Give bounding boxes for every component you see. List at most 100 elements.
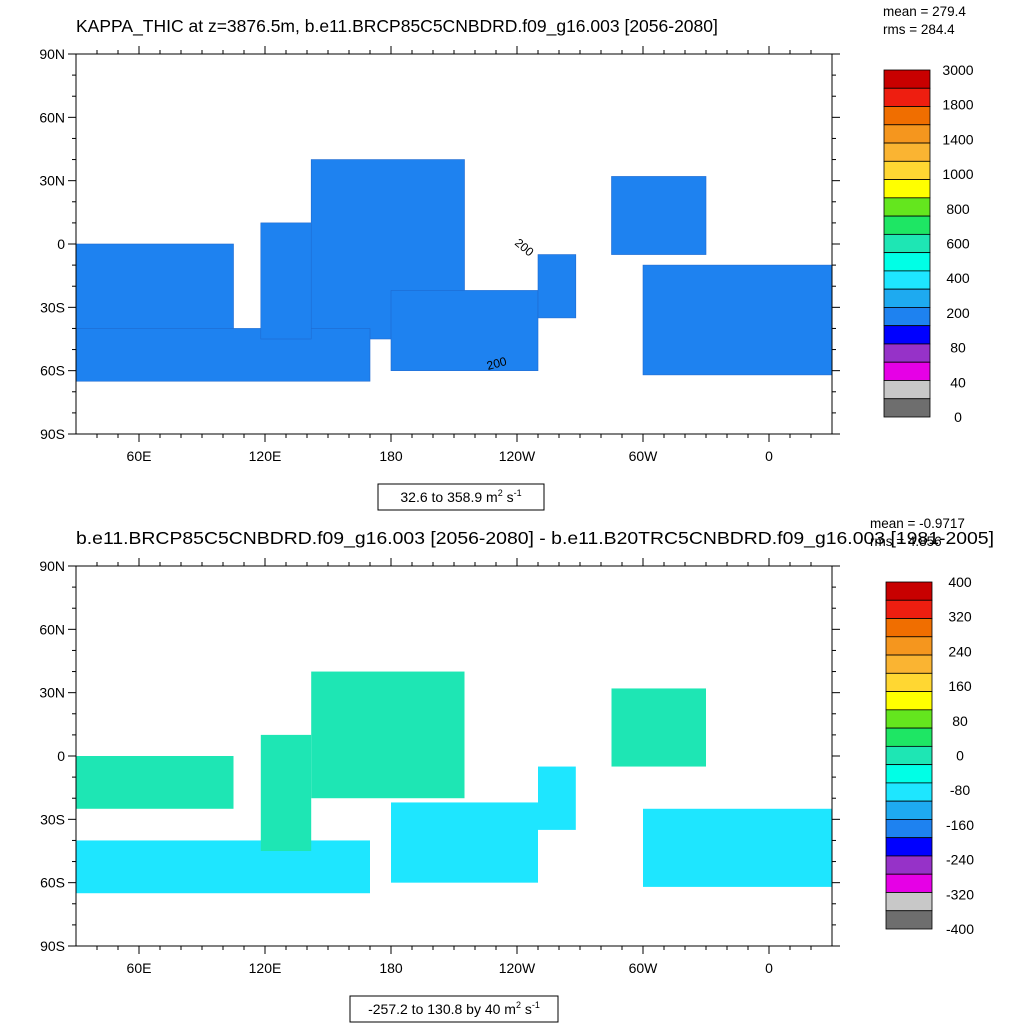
colorbar-swatch [883,142,931,162]
colorbar-swatch [885,892,933,912]
lat-tick-label: 0 [57,236,65,252]
lon-tick-label: 120E [249,960,282,976]
colorbar-swatch [885,599,933,619]
colorbar-label: 80 [950,340,966,356]
colorbar-label: 800 [946,201,970,217]
lat-tick-label: 60N [39,109,65,125]
colorbar-label: -320 [946,886,974,902]
colorbar-swatch [883,361,931,381]
map-cells [75,159,833,382]
colorbar-label: -400 [946,921,974,937]
colorbar-swatch [885,654,933,674]
colorbar-swatch [883,270,931,290]
colorbar-swatch [883,215,931,235]
colorbar-swatch [883,179,931,199]
contour-label: 200 [485,354,508,373]
colorbar-swatch [885,618,933,638]
lon-tick-label: 120W [499,448,536,464]
colorbar-swatch [885,727,933,747]
region-south-pacific [390,290,539,371]
colorbar-label: 400 [948,574,972,590]
colorbar-swatch [885,672,933,692]
colorbar-label: -80 [950,782,970,798]
lat-tick-label: 90N [39,558,65,574]
range-label: 32.6 to 358.9 m2 s-1 [400,488,521,505]
lon-tick-label: 60W [629,960,659,976]
colorbar-label: 1400 [942,131,973,147]
region-south-atlantic [643,808,832,887]
lat-tick-label: 0 [57,748,65,764]
colorbar-swatch [883,325,931,345]
colorbar-label: 40 [950,374,966,390]
colorbar-label: 0 [954,409,962,425]
colorbar-label: 200 [946,305,970,321]
colorbar-swatch [885,764,933,784]
lon-tick-label: 120W [499,960,536,976]
lon-tick-label: 60E [127,448,152,464]
colorbar-swatch [885,873,933,893]
lat-tick-label: 30N [39,173,65,189]
colorbar-swatch [883,124,931,144]
colorbar-label: -240 [946,852,974,868]
lat-tick-label: 90S [40,426,65,442]
lon-tick-label: 0 [765,448,773,464]
region-north-atlantic [611,688,706,767]
lon-tick-label: 60E [127,960,152,976]
lon-tick-label: 120E [249,448,282,464]
lat-tick-label: 30S [40,299,65,315]
colorbar-swatch [883,343,931,363]
colorbar-swatch [883,307,931,327]
colorbar-label: 80 [952,713,968,729]
region-east-pacific [538,766,576,830]
panel-bottom: b.e11.BRCP85C5CNBDRD.f09_g16.003 [2056-2… [39,516,994,1023]
region-south-atlantic [642,264,833,376]
map-ticks: 90N 60N 30N 0 30S 60S 90S 60E 120E 180 120W 60W 0 [39,46,840,464]
lat-tick-label: 60S [40,363,65,379]
colorbar-swatch [885,745,933,766]
colorbar-label: 320 [948,609,972,625]
colorbar-swatch [885,837,933,857]
colorbar-swatch [883,233,931,254]
colorbar-label: 400 [946,270,970,286]
colorbar-label: 1800 [942,97,973,113]
colorbar-swatch [885,782,933,802]
colorbar-swatch [885,819,933,839]
lon-tick-label: 0 [765,960,773,976]
colorbar-label: 600 [946,236,970,252]
colorbar-label: -160 [946,817,974,833]
colorbar-swatch [885,581,933,601]
colorbar-swatch [883,288,931,308]
lat-tick-label: 60N [39,621,65,637]
mean-stat: mean = 279.4 [883,4,966,19]
colorbar-label: 1000 [942,166,973,182]
map-area: 90N 60N 30N 0 30S 60S 90S 60E 120E 180 120W 60W 0 [39,558,840,976]
mean-stat: mean = -0.9717 [870,516,965,531]
panel-top: KAPPA_THIC at z=3876.5m, b.e11.BRCP85C5C… [39,4,974,511]
lat-tick-label: 90S [40,938,65,954]
colorbar-swatch [883,87,931,107]
region-east-pacific [537,254,577,319]
colorbar-swatch [883,106,931,126]
colorbar-swatch [883,197,931,217]
range-label: -257.2 to 130.8 by 40 m2 s-1 [368,1000,540,1017]
region-north-atlantic [611,176,707,255]
map-ticks: 90N 60N 30N 0 30S 60S 90S 60E 120E 180 120W 60W 0 [39,558,840,976]
colorbar-swatch [885,709,933,729]
colorbar-swatch [885,800,933,820]
colorbar-label: 0 [956,748,964,764]
rms-stat: rms = 284.4 [883,22,955,37]
range-label-frame [377,483,545,511]
lat-tick-label: 30S [40,811,65,827]
colorbar-swatch [883,398,931,418]
colorbar-swatch [885,855,933,875]
lon-tick-label: 60W [629,448,659,464]
lat-tick-label: 90N [39,46,65,62]
region-west-pacific [260,734,312,851]
colorbar-swatch [883,69,931,89]
region-south-pacific [391,802,538,883]
panel-title: b.e11.BRCP85C5CNBDRD.f09_g16.003 [2056-2… [76,528,994,549]
map-cells [76,671,832,894]
colorbar: 400 320 240 160 80 0 -80 -160 -240 -320 -400 [885,574,974,937]
